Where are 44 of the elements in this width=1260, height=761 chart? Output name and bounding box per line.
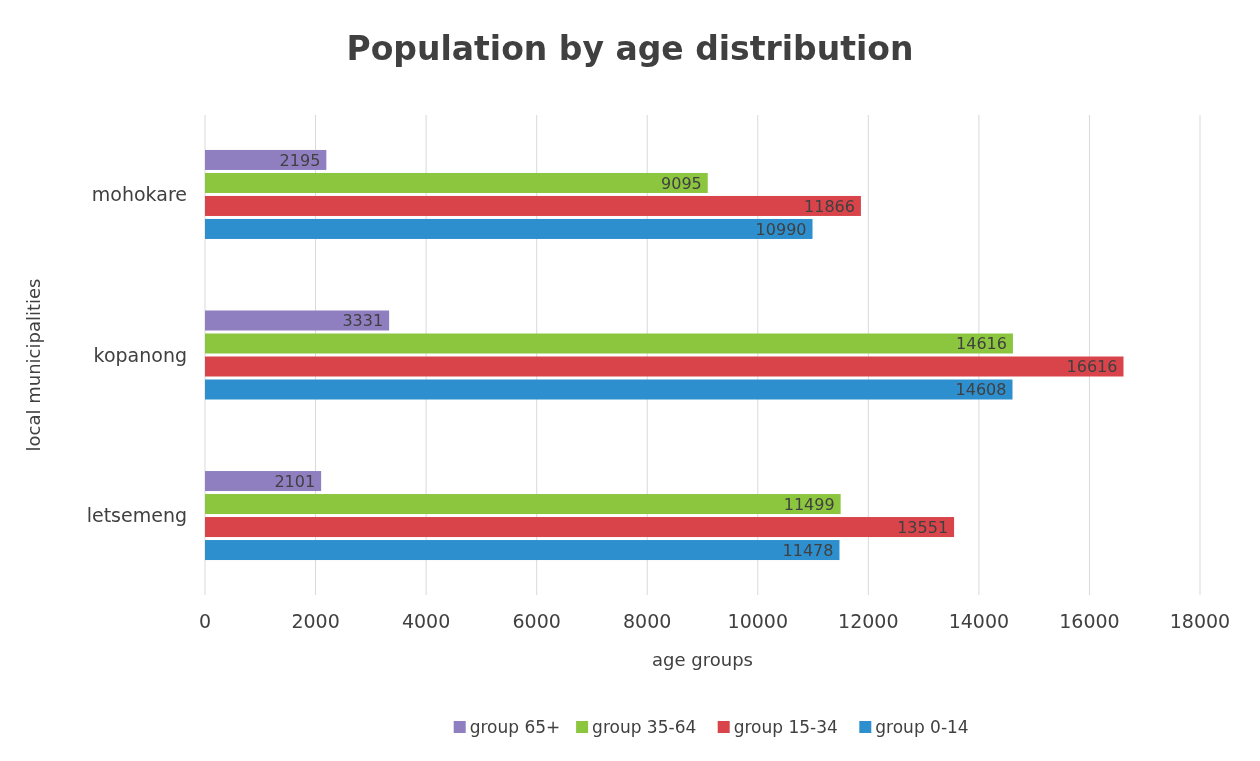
bar (205, 195, 861, 216)
bar (205, 172, 708, 193)
x-tick-label: 10000 (727, 610, 788, 632)
bar (205, 471, 322, 492)
data-label: 11478 (782, 540, 834, 560)
x-axis-title: age groups (652, 649, 753, 670)
data-label: 11866 (804, 196, 855, 216)
y-tick-label: mohokare (91, 183, 187, 206)
data-label: 11499 (783, 494, 835, 514)
bar (205, 218, 813, 239)
x-tick-label: 12000 (838, 610, 899, 632)
data-label: 2195 (279, 150, 321, 170)
data-label: 14616 (956, 334, 1007, 354)
bar (205, 494, 841, 515)
bar (205, 310, 390, 331)
y-tick-label: letsemeng (86, 504, 187, 527)
chart-title: Population by age distribution (346, 29, 914, 68)
data-label: 3331 (342, 311, 384, 331)
bar (205, 517, 955, 538)
x-tick-label: 6000 (512, 610, 561, 632)
y-axis-title: local municipalities (23, 278, 44, 452)
data-label: 14608 (955, 380, 1007, 400)
data-label: 10990 (755, 219, 807, 239)
x-tick-label: 8000 (623, 610, 672, 632)
bar (205, 333, 1013, 354)
y-tick-label: kopanong (93, 343, 187, 366)
x-tick-label: 16000 (1059, 610, 1120, 632)
legend-label: group 65+ (469, 716, 561, 737)
x-tick-label: 14000 (948, 610, 1010, 632)
data-label: 16616 (1066, 357, 1118, 377)
legend-label: group 0-14 (875, 716, 969, 737)
legend-label: group 35-64 (592, 716, 697, 737)
data-label: 9095 (661, 173, 702, 193)
bar (205, 379, 1013, 400)
legend-label: group 15-34 (733, 716, 838, 737)
x-tick-label: 4000 (401, 610, 451, 632)
x-tick-label: 18000 (1169, 610, 1231, 632)
x-tick-label: 0 (198, 610, 212, 632)
data-label: 2101 (274, 471, 316, 491)
x-tick-label: 2000 (291, 610, 340, 632)
data-label: 13551 (897, 517, 949, 537)
bar (205, 149, 327, 170)
bar (205, 540, 840, 561)
bar (205, 356, 1124, 377)
